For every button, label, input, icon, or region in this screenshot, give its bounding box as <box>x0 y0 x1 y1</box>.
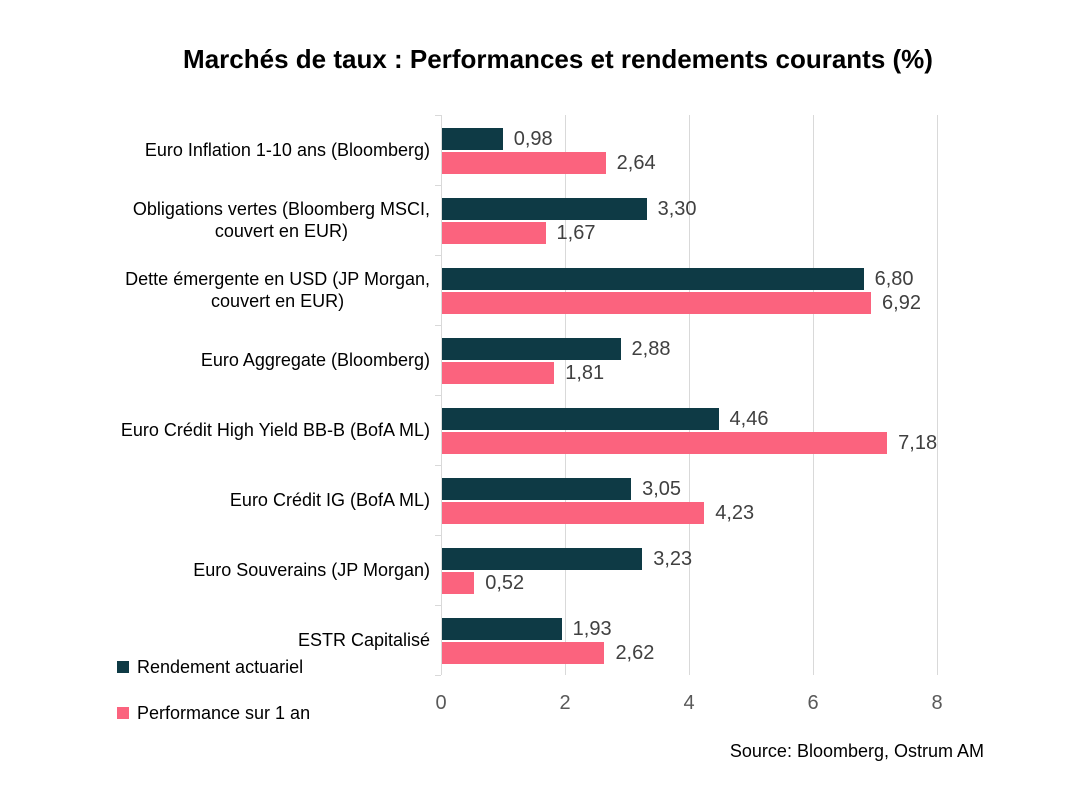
category-label: ESTR Capitalisé <box>297 630 430 650</box>
x-axis-tick-label: 6 <box>807 692 819 714</box>
chart-title: Marchés de taux : Performances et rendem… <box>183 44 933 74</box>
x-axis: 0 2 4 6 8 <box>0 690 1076 716</box>
bar-rendement <box>442 478 632 500</box>
bar-value-label: 4,23 <box>715 502 755 524</box>
category-label: Euro Crédit High Yield BB-B (BofA ML) <box>120 420 430 440</box>
bar-performance <box>442 222 546 244</box>
legend-label: Rendement actuariel <box>137 656 304 677</box>
category-row: Euro Souverains (JP Morgan) <box>0 535 430 605</box>
bar-performance <box>442 432 888 454</box>
category-label: Euro Crédit IG (BofA ML) <box>229 490 430 510</box>
bar-value-label: 3,05 <box>642 478 682 500</box>
category-label: Euro Inflation 1-10 ans (Bloomberg) <box>144 140 430 160</box>
bar-performance <box>442 292 872 314</box>
bar-performance <box>442 502 705 524</box>
legend-label: Performance sur 1 an <box>137 702 311 723</box>
bar-performance <box>442 572 475 594</box>
plot-area: 0,98 2,64 3,30 1,67 6,80 6,92 2,88 1,81 4,46 7,18… <box>435 115 938 676</box>
bar-value-label: 6,80 <box>874 268 914 290</box>
bar-performance <box>442 152 606 174</box>
x-axis-tick-label: 2 <box>559 692 571 714</box>
gridline <box>689 115 690 675</box>
category-axis-tick <box>435 465 441 466</box>
category-axis-tick <box>435 395 441 396</box>
bar-value-label: 1,93 <box>572 618 612 640</box>
category-label: Obligations vertes (Bloomberg MSCI, couv… <box>132 199 430 241</box>
bar-value-label: 2,88 <box>631 338 671 360</box>
category-axis-tick <box>435 535 441 536</box>
bar-performance <box>442 642 605 664</box>
bar-value-label: 0,98 <box>513 128 553 150</box>
category-axis: Euro Inflation 1-10 ans (Bloomberg) Oblig… <box>0 115 430 675</box>
category-row: ESTR Capitalisé <box>0 605 430 675</box>
category-row: Euro Aggregate (Bloomberg) <box>0 325 430 395</box>
x-axis-tick-label: 4 <box>683 692 695 714</box>
category-axis-tick <box>435 255 441 256</box>
gridline <box>813 115 814 675</box>
bar-value-label: 2,62 <box>615 642 655 664</box>
category-row: Dette émergente en USD (JP Morgan, couve… <box>0 255 430 325</box>
category-axis-tick <box>435 185 441 186</box>
bar-rendement <box>442 198 647 220</box>
bar-value-label: 1,81 <box>565 362 605 384</box>
category-axis-tick <box>435 325 441 326</box>
bar-value-label: 0,52 <box>485 572 525 594</box>
category-label: Euro Souverains (JP Morgan) <box>193 560 430 580</box>
bar-value-label: 1,67 <box>556 222 596 244</box>
x-axis-tick-label: 0 <box>435 692 447 714</box>
bar-value-label: 6,92 <box>882 292 921 314</box>
legend-swatch-icon <box>117 707 129 719</box>
category-row: Euro Inflation 1-10 ans (Bloomberg) <box>0 115 430 185</box>
bar-value-label: 4,46 <box>729 408 769 430</box>
bar-rendement <box>442 268 864 290</box>
bar-rendement <box>442 618 562 640</box>
category-axis-tick <box>435 115 441 116</box>
bar-value-label: 3,23 <box>653 548 693 570</box>
bar-rendement <box>442 338 621 360</box>
bar-rendement <box>442 548 643 570</box>
bar-rendement <box>442 128 503 150</box>
bar-value-label: 7,18 <box>898 432 938 454</box>
legend-item: Performance sur 1 an <box>117 701 310 725</box>
category-axis-tick <box>435 605 441 606</box>
bar-rendement <box>442 408 719 430</box>
category-label: Dette émergente en USD (JP Morgan, couve… <box>125 269 430 311</box>
category-row: Obligations vertes (Bloomberg MSCI, couv… <box>0 185 430 255</box>
bar-performance <box>442 362 555 384</box>
category-label: Euro Aggregate (Bloomberg) <box>200 350 430 370</box>
gridline <box>937 115 938 675</box>
legend-swatch-icon <box>117 661 129 673</box>
legend-item: Rendement actuariel <box>117 655 303 679</box>
bar-value-label: 3,30 <box>657 198 697 220</box>
category-row: Euro Crédit IG (BofA ML) <box>0 465 430 535</box>
x-axis-tick-label: 8 <box>931 692 943 714</box>
source-note: Source: Bloomberg, Ostrum AM <box>729 741 984 761</box>
category-axis-tick <box>435 675 441 676</box>
bar-value-label: 2,64 <box>616 152 656 174</box>
gridline <box>565 115 566 675</box>
category-row: Euro Crédit High Yield BB-B (BofA ML) <box>0 395 430 465</box>
